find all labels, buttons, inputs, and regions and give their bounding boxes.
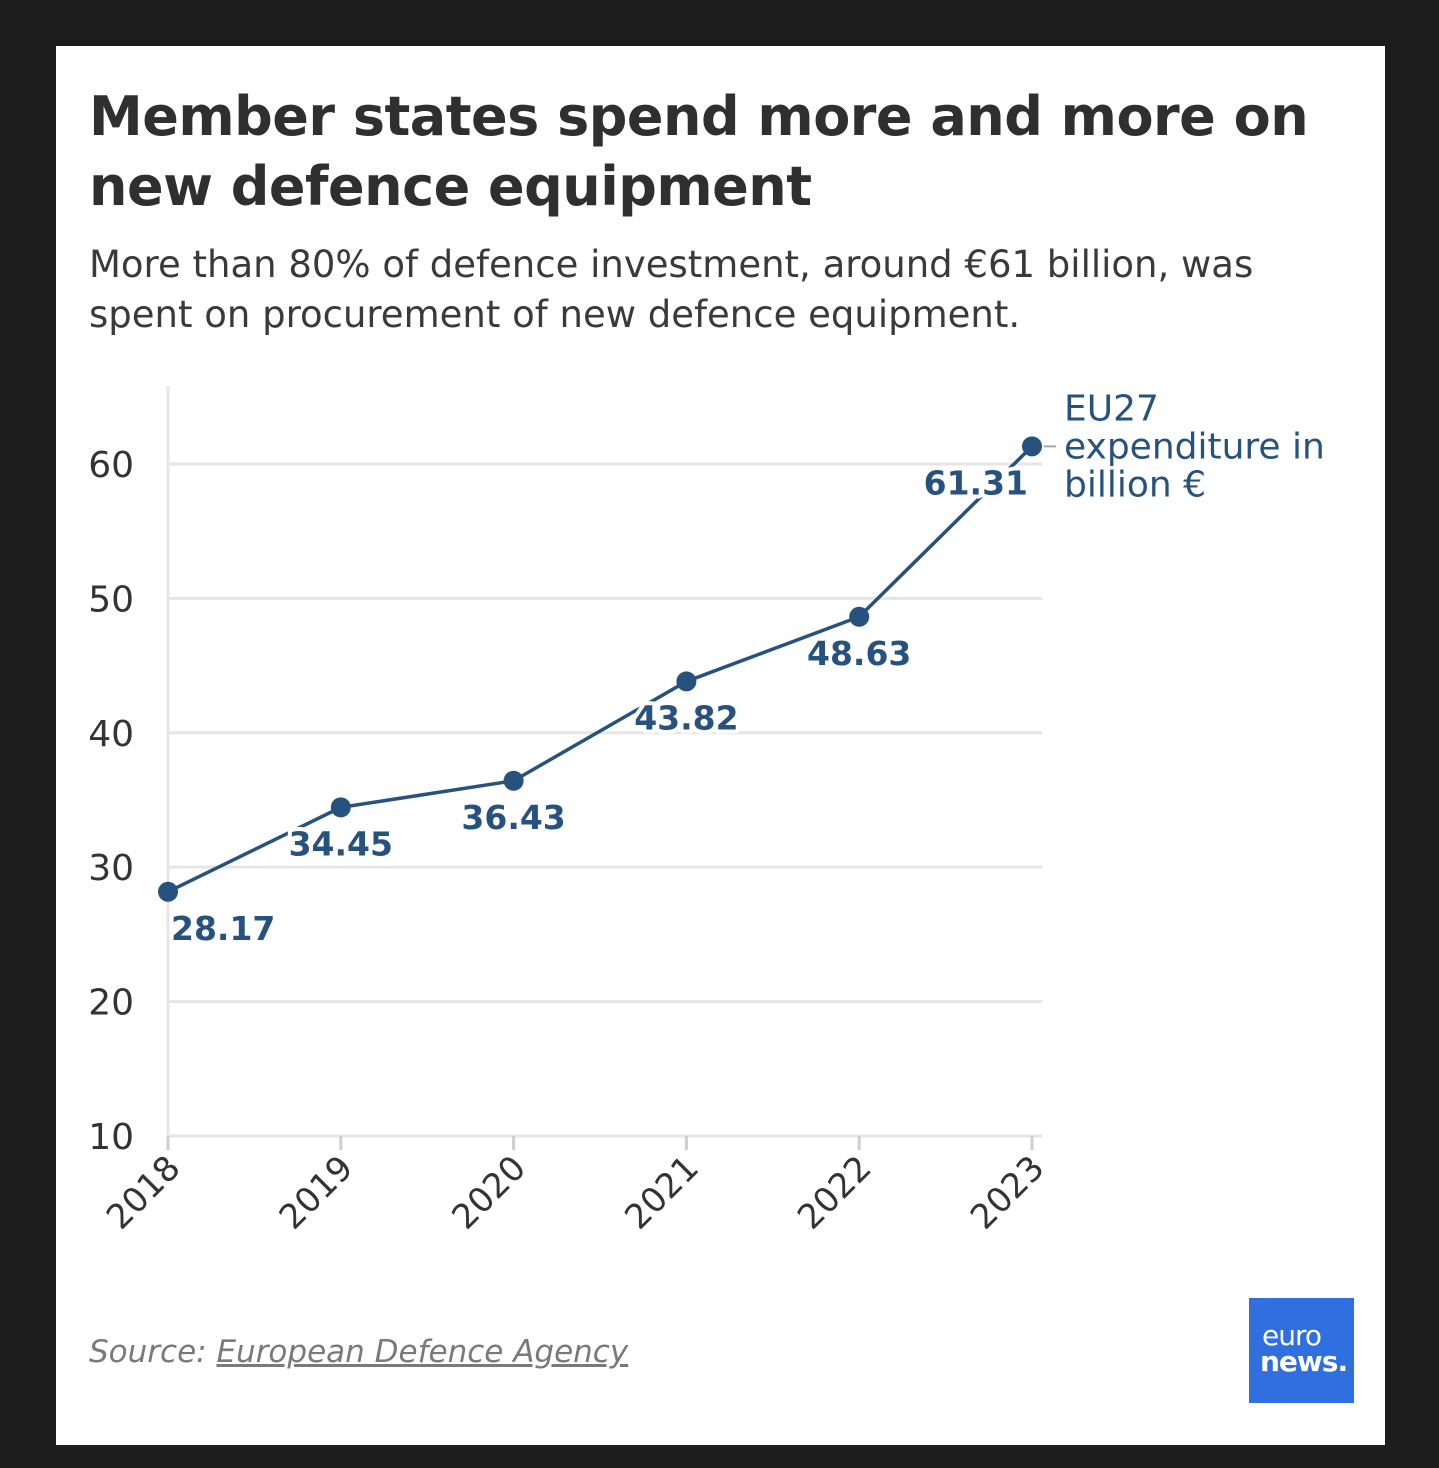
x-tick-label: 2021 [617, 1148, 706, 1237]
chart-card: Member states spend more and more on new… [56, 46, 1385, 1445]
series-name-line: billion € [1064, 464, 1206, 505]
source-note: Source: European Defence Agency [89, 1334, 628, 1370]
x-tick-label: 2019 [272, 1148, 361, 1237]
y-axis: 10 20 30 40 50 60 [88, 386, 170, 1158]
y-tick-label: 30 [88, 848, 134, 889]
euronews-logo: euro news. [1249, 1298, 1354, 1403]
data-point [330, 797, 351, 818]
series-name-line: EU27 [1064, 388, 1159, 429]
logo-line-1: euro [1262, 1319, 1322, 1352]
x-tick-label: 2022 [790, 1148, 879, 1237]
series-line [167, 445, 1034, 894]
y-tick-label: 40 [88, 714, 134, 755]
source-prefix: Source: [89, 1334, 217, 1370]
x-tick-label: 2018 [99, 1148, 188, 1237]
gridlines [168, 462, 1042, 1138]
data-label: 61.31 [924, 463, 1028, 502]
data-label: 36.43 [461, 798, 565, 837]
data-point [158, 881, 178, 902]
data-point [1022, 436, 1042, 457]
x-axis: 2018 2019 2020 2021 2022 2023 [99, 1136, 1052, 1238]
data-label: 48.63 [807, 634, 911, 673]
data-label: 34.45 [289, 824, 393, 863]
x-tick-label: 2020 [444, 1148, 533, 1237]
data-label: 28.17 [171, 909, 275, 948]
y-tick-label: 50 [88, 579, 134, 620]
y-tick-label: 10 [88, 1117, 134, 1158]
series-group [158, 436, 1042, 902]
data-labels: 28.17 34.45 36.43 43.82 48.63 61.31 [167, 459, 1032, 951]
data-point [849, 606, 870, 627]
series-name-line: expenditure in [1064, 426, 1325, 467]
logo-line-2: news. [1260, 1345, 1348, 1378]
data-point [503, 770, 524, 791]
line-chart: 10 20 30 40 50 60 2018 2019 2020 2021 2022 2023 28… [88, 386, 1325, 1238]
source-link[interactable]: European Defence Agency [216, 1334, 629, 1370]
y-tick-label: 20 [88, 983, 134, 1024]
data-label: 43.82 [634, 698, 738, 737]
data-point [676, 671, 697, 692]
chart-subtitle: More than 80% of defence investment, aro… [89, 243, 1254, 336]
y-tick-label: 60 [88, 445, 134, 486]
chart-title: Member states spend more and more on new… [89, 85, 1309, 218]
x-tick-label: 2023 [963, 1148, 1052, 1237]
